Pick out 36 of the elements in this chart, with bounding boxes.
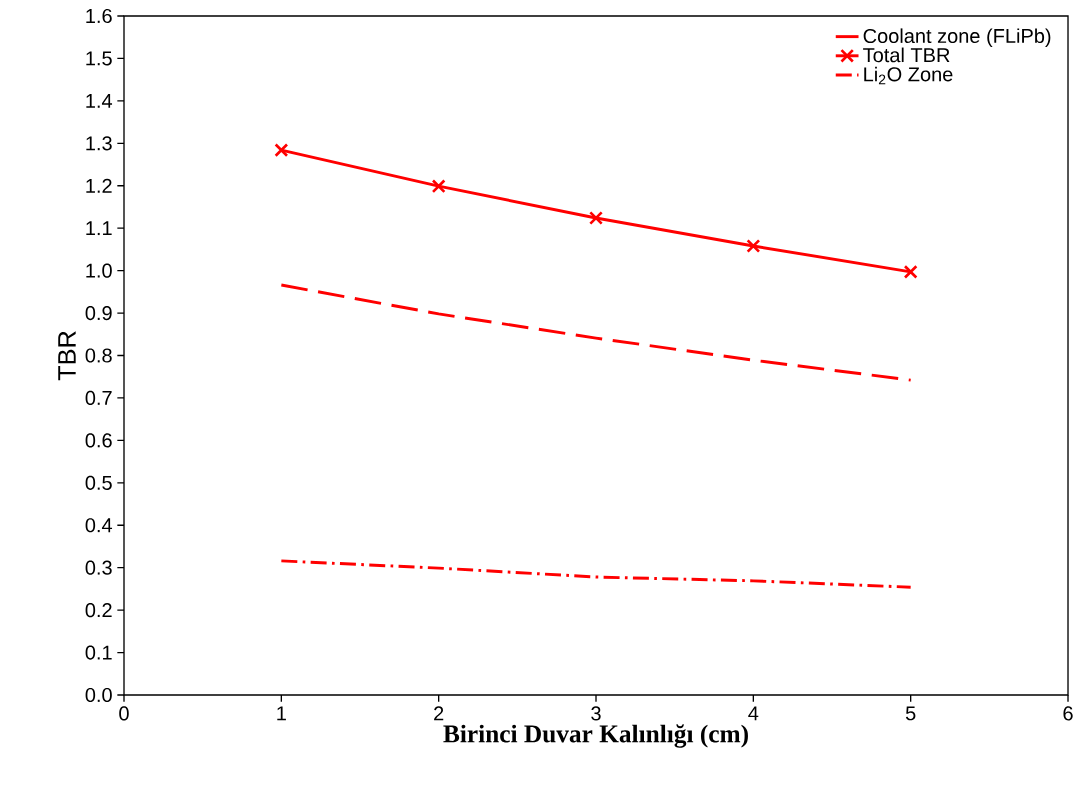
y-tick-label: 1.0: [86, 263, 112, 278]
point: [903, 264, 918, 279]
x-tick-label: 0: [119, 706, 129, 721]
line-series: [279, 559, 913, 589]
y-tick-label: 0.5: [85, 475, 112, 490]
y-tick-label: 0.0: [85, 687, 112, 703]
x-tick-label: 4: [748, 706, 759, 721]
legend-label: Li$_{2}$O Zone: [864, 66, 953, 85]
point: [431, 179, 446, 194]
y-tick-label: 1.1: [86, 221, 112, 236]
y-tick-label: 1.3: [86, 136, 112, 151]
y-tick-label: 1.4: [86, 93, 113, 108]
y-axis-title: TBR: [58, 331, 76, 381]
y-tick-label: 0.9: [85, 305, 112, 321]
point: [746, 239, 761, 253]
y-tick-label: 0.6: [85, 433, 112, 448]
x-tick-label: 6: [1063, 706, 1073, 721]
x-tick-label: 3: [591, 706, 601, 721]
x-tick-label: 2: [434, 706, 444, 721]
y-tick-label: 0.8: [85, 348, 112, 363]
y-tick-label: 0.7: [85, 390, 112, 406]
y-tick-label: 1.2: [86, 178, 112, 193]
x-tick-label: 5: [905, 706, 916, 721]
legend-label: Total TBR: [863, 47, 950, 63]
line-series: [279, 283, 913, 382]
y-tick-label: 0.4: [85, 518, 113, 533]
y-tick-label: 0.1: [85, 645, 112, 660]
y-tick-label: 1.6: [86, 8, 112, 24]
y-tick-label: 0.3: [85, 560, 112, 575]
y-tick-label: 1.5: [86, 51, 112, 66]
point: [589, 211, 603, 225]
y-tick-label: 0.2: [85, 603, 112, 618]
legend-label: Coolant zone (FLiPb): [863, 28, 1051, 48]
x-axis-title: Birinci Duvar Kalınlığı (cm): [443, 724, 748, 748]
point: [274, 143, 289, 158]
x-tick-label: 1: [277, 706, 286, 721]
